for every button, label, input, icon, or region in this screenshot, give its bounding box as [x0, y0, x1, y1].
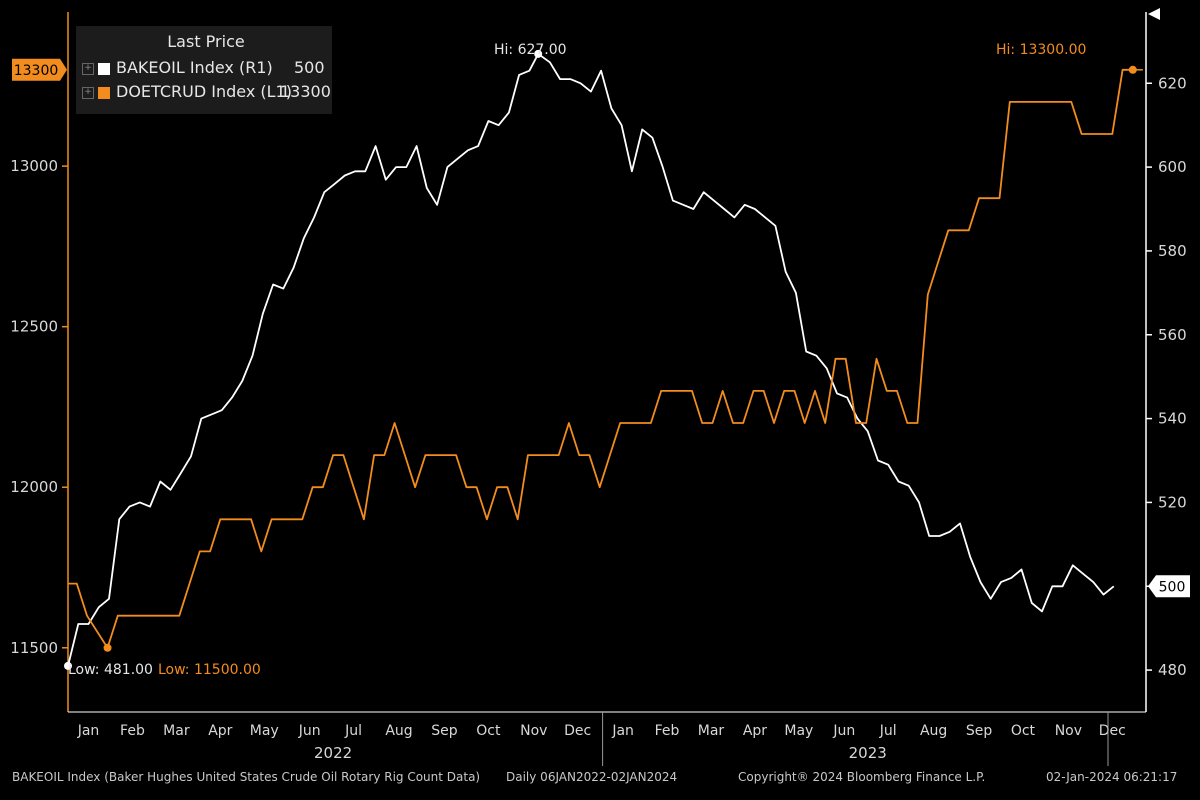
x-tick-label: Apr: [743, 723, 767, 739]
left-tick-label: 12000: [10, 478, 58, 496]
x-tick-label: Aug: [920, 723, 947, 739]
expand-icon: +: [82, 86, 94, 99]
x-tick-label: Mar: [698, 723, 725, 739]
legend-entry-doetcrud: + DOETCRUD Index (L1) 13300: [82, 82, 331, 101]
series-layer: [67, 53, 1133, 667]
x-tick-label: Sep: [431, 723, 458, 739]
footer-range: Daily 06JAN2022-02JAN2024: [506, 770, 678, 784]
low-label-doetcrud: Low: 11500.00: [158, 662, 261, 678]
year-label: 2023: [849, 744, 887, 762]
axes: 13000 12500 12000 11500 620 600 580 560 540 520 50…: [10, 12, 1187, 766]
x-tick-label: Jun: [832, 723, 855, 739]
series-line-bakeoil: [67, 53, 1115, 667]
legend-swatch-doetcrud: [98, 86, 110, 99]
x-tick-label: Oct: [476, 723, 501, 739]
x-tick-label: Oct: [1011, 723, 1036, 739]
right-tick-label: 580: [1158, 242, 1187, 260]
legend-value-bakeoil: 500: [294, 58, 325, 77]
low-marker-doetcrud: [103, 643, 112, 652]
x-tick-label: Jan: [611, 723, 634, 739]
right-tick-label: 520: [1158, 493, 1187, 511]
hi-marker-doetcrud: [1128, 65, 1137, 74]
x-tick-label: Mar: [163, 723, 190, 739]
legend-entry-bakeoil: + BAKEOIL Index (R1) 500: [82, 58, 325, 77]
hi-label-doetcrud: Hi: 13300.00: [996, 42, 1087, 58]
x-tick-label: Jul: [344, 723, 362, 739]
marks: 13300 500: [12, 8, 1190, 670]
x-tick-label: Aug: [385, 723, 412, 739]
current-value-tag-left: [12, 58, 67, 81]
scroll-arrow-icon: [1148, 8, 1160, 20]
hi-label-bakeoil: Hi: 627.00: [494, 42, 567, 58]
x-tick-label: Nov: [1055, 723, 1082, 739]
x-tick-label: Jul: [879, 723, 897, 739]
current-value-label-right: 500: [1159, 579, 1186, 595]
footer-source: BAKEOIL Index (Baker Hughes United State…: [12, 770, 481, 784]
footer-copyright: Copyright® 2024 Bloomberg Finance L.P.: [738, 770, 986, 784]
right-tick-label: 540: [1158, 410, 1187, 428]
x-tick-label: Dec: [564, 723, 591, 739]
left-tick-label: 13000: [10, 157, 58, 175]
x-tick-label: May: [784, 723, 813, 739]
current-value-label-left: 13300: [14, 63, 59, 79]
x-tick-label: Nov: [520, 723, 547, 739]
right-tick-label: 620: [1158, 74, 1187, 92]
x-tick-label: Feb: [655, 723, 680, 739]
right-tick-label: 560: [1158, 326, 1187, 344]
right-tick-label: 480: [1158, 661, 1187, 679]
legend-label-doetcrud: DOETCRUD Index (L1): [116, 82, 292, 101]
x-tick-label: Jan: [77, 723, 100, 739]
hi-marker-bakeoil: [534, 49, 543, 58]
left-tick-label: 12500: [10, 318, 58, 336]
low-marker-bakeoil: [64, 661, 72, 670]
legend-title: Last Price: [167, 32, 245, 51]
year-label: 2022: [314, 744, 352, 762]
legend-swatch-bakeoil: [98, 62, 110, 75]
footer-timestamp: 02-Jan-2024 06:21:17: [1046, 770, 1178, 784]
series-line-doetcrud: [68, 68, 1133, 649]
legend-label-bakeoil: BAKEOIL Index (R1): [116, 58, 273, 77]
x-tick-label: Sep: [966, 723, 993, 739]
current-value-tag-right: [1148, 575, 1190, 598]
x-tick-label: Feb: [120, 723, 145, 739]
legend: Last Price + BAKEOIL Index (R1) 500 + DOET…: [76, 26, 332, 114]
x-tick-label: May: [250, 723, 279, 739]
right-tick-label: 600: [1158, 158, 1187, 176]
x-tick-label: Dec: [1099, 723, 1126, 739]
low-label-bakeoil: Low: 481.00: [68, 662, 153, 678]
x-tick-label: Apr: [208, 723, 232, 739]
x-tick-label: Jun: [298, 723, 321, 739]
legend-value-doetcrud: 13300: [280, 82, 331, 101]
expand-icon: +: [82, 62, 94, 75]
left-tick-label: 11500: [10, 639, 58, 657]
